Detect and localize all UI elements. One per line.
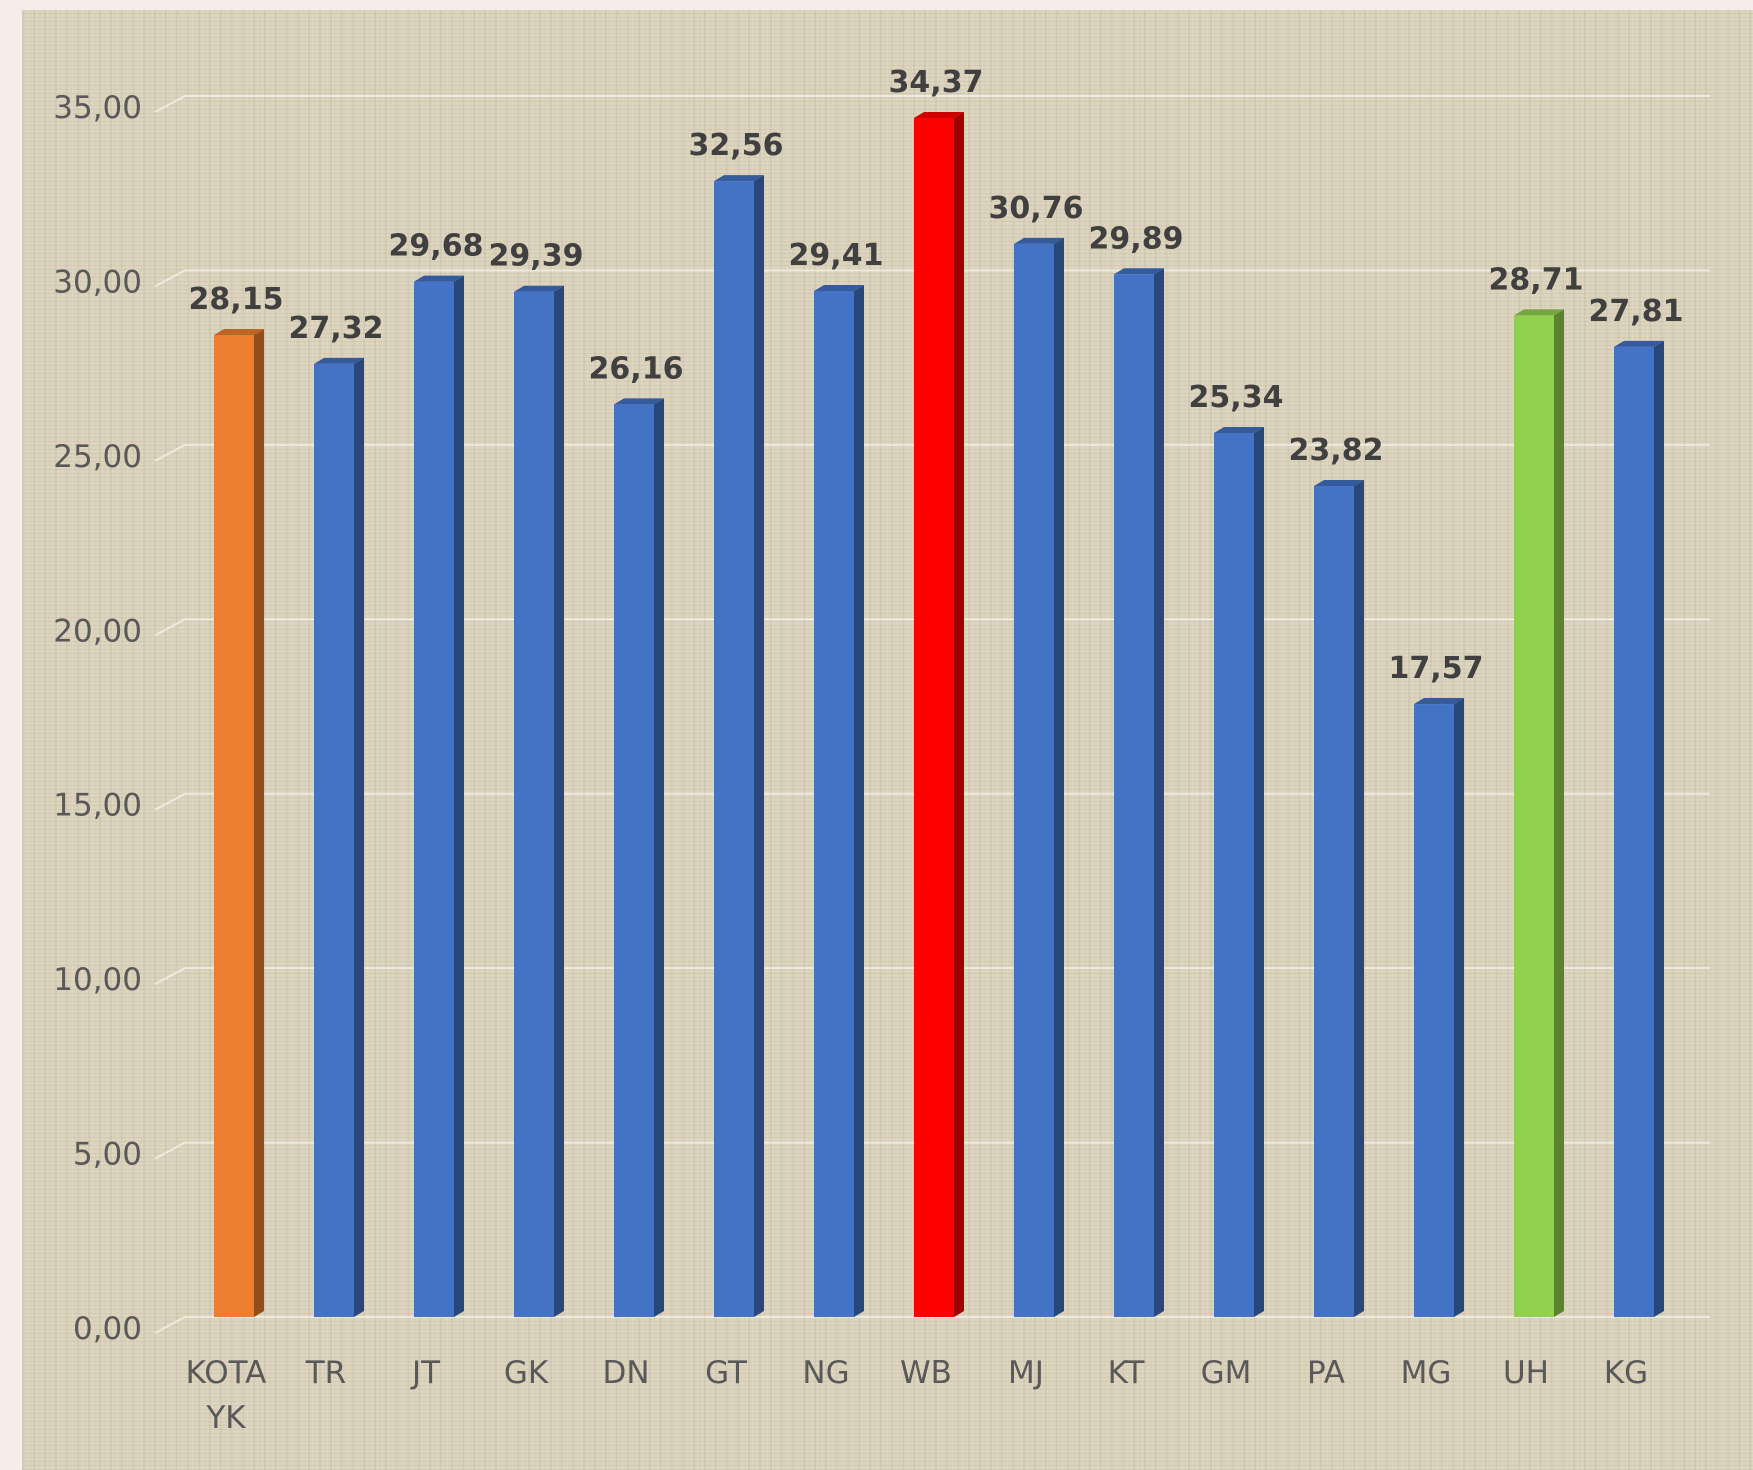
bar-side: [354, 357, 364, 1318]
bar: [914, 117, 954, 1317]
bar: [1014, 243, 1054, 1318]
x-tick-label: JT: [410, 1355, 441, 1391]
bar: [1314, 486, 1354, 1317]
y-tick-label: 25,00: [53, 439, 142, 475]
bar: [1414, 704, 1454, 1317]
bar-top: [814, 285, 864, 292]
bar-top: [1114, 268, 1164, 275]
x-tick-label: MJ: [1008, 1355, 1044, 1391]
bar: [314, 363, 354, 1318]
data-label: 30,76: [989, 191, 1084, 226]
y-tick-label: 20,00: [53, 613, 142, 649]
bar-side: [1354, 480, 1364, 1317]
x-tick-label: TR: [305, 1355, 346, 1391]
data-label: 32,56: [689, 128, 784, 163]
gridline-depth: [154, 618, 186, 637]
bar-top: [1514, 309, 1564, 316]
bar-side: [654, 398, 664, 1317]
gridline-depth: [154, 792, 186, 811]
gridline-depth: [154, 95, 186, 113]
x-tick-label: GK: [504, 1355, 549, 1391]
gridline-depth: [154, 1316, 186, 1334]
gridline-depth: [154, 1141, 186, 1160]
x-tick-label: UH: [1503, 1355, 1549, 1391]
data-label: 34,37: [889, 65, 984, 100]
bar: [1114, 274, 1154, 1317]
x-tick-label: PA: [1307, 1355, 1345, 1391]
y-tick-label: 0,00: [73, 1311, 142, 1347]
bar-side: [754, 175, 764, 1318]
bar-side: [1654, 340, 1664, 1318]
bar-side: [1554, 309, 1564, 1317]
data-label: 28,71: [1489, 262, 1584, 297]
bar-top: [414, 275, 464, 282]
x-tick-label: WB: [900, 1355, 952, 1391]
bar-side: [1454, 698, 1464, 1317]
y-tick-label: 35,00: [53, 90, 142, 126]
x-tick-label: DN: [602, 1355, 649, 1391]
bar: [614, 404, 654, 1317]
y-tick-label: 10,00: [53, 962, 142, 998]
x-tick-label: YK: [205, 1400, 246, 1436]
data-label: 27,32: [289, 311, 384, 346]
y-tick-label: 30,00: [53, 264, 142, 300]
bar: [1614, 346, 1654, 1318]
gridline-depth: [154, 269, 186, 288]
gridline-depth: [154, 967, 186, 986]
data-label: 28,15: [189, 282, 284, 317]
data-label: 17,57: [1389, 651, 1484, 686]
bar: [714, 181, 754, 1318]
bar-side: [454, 275, 464, 1317]
bar-top: [514, 285, 564, 292]
data-label: 23,82: [1289, 433, 1384, 468]
bar-top: [1314, 480, 1364, 487]
bar: [814, 291, 854, 1318]
bar: [414, 281, 454, 1317]
x-tick-label: NG: [802, 1355, 849, 1391]
bar-side: [954, 111, 964, 1317]
bar-top: [1014, 237, 1064, 244]
x-tick-label: KOTA: [186, 1355, 267, 1391]
bar: [1214, 432, 1254, 1318]
x-tick-label: GM: [1201, 1355, 1252, 1391]
bar-top: [1414, 698, 1464, 705]
bar-side: [854, 285, 864, 1318]
y-tick-label: 5,00: [73, 1137, 142, 1173]
bar-top: [214, 328, 264, 335]
bar-side: [1254, 426, 1264, 1318]
bar: [214, 334, 254, 1317]
bar-side: [1054, 237, 1064, 1318]
chart-background: [22, 10, 1753, 1470]
x-tick-label: KT: [1108, 1355, 1146, 1391]
x-tick-label: KG: [1604, 1355, 1648, 1391]
bar-top: [1614, 340, 1664, 347]
bar-side: [554, 285, 564, 1317]
data-label: 29,89: [1089, 221, 1184, 256]
bar-top: [614, 398, 664, 405]
data-label: 29,41: [789, 238, 884, 273]
x-tick-label: GT: [705, 1355, 748, 1391]
gridline-depth: [154, 443, 186, 462]
bar-side: [1154, 268, 1164, 1317]
data-label: 27,81: [1589, 294, 1684, 329]
bar-top: [314, 357, 364, 364]
bar: [1514, 315, 1554, 1317]
data-label: 25,34: [1189, 380, 1284, 415]
y-tick-label: 15,00: [53, 788, 142, 824]
bar-top: [914, 111, 964, 118]
data-label: 29,39: [489, 239, 584, 274]
bar: [514, 291, 554, 1317]
data-label: 29,68: [389, 229, 484, 264]
x-tick-label: MG: [1401, 1355, 1452, 1391]
bar-side: [254, 328, 264, 1317]
bar-top: [1214, 426, 1264, 433]
data-label: 26,16: [589, 351, 684, 386]
bar-top: [714, 175, 764, 182]
